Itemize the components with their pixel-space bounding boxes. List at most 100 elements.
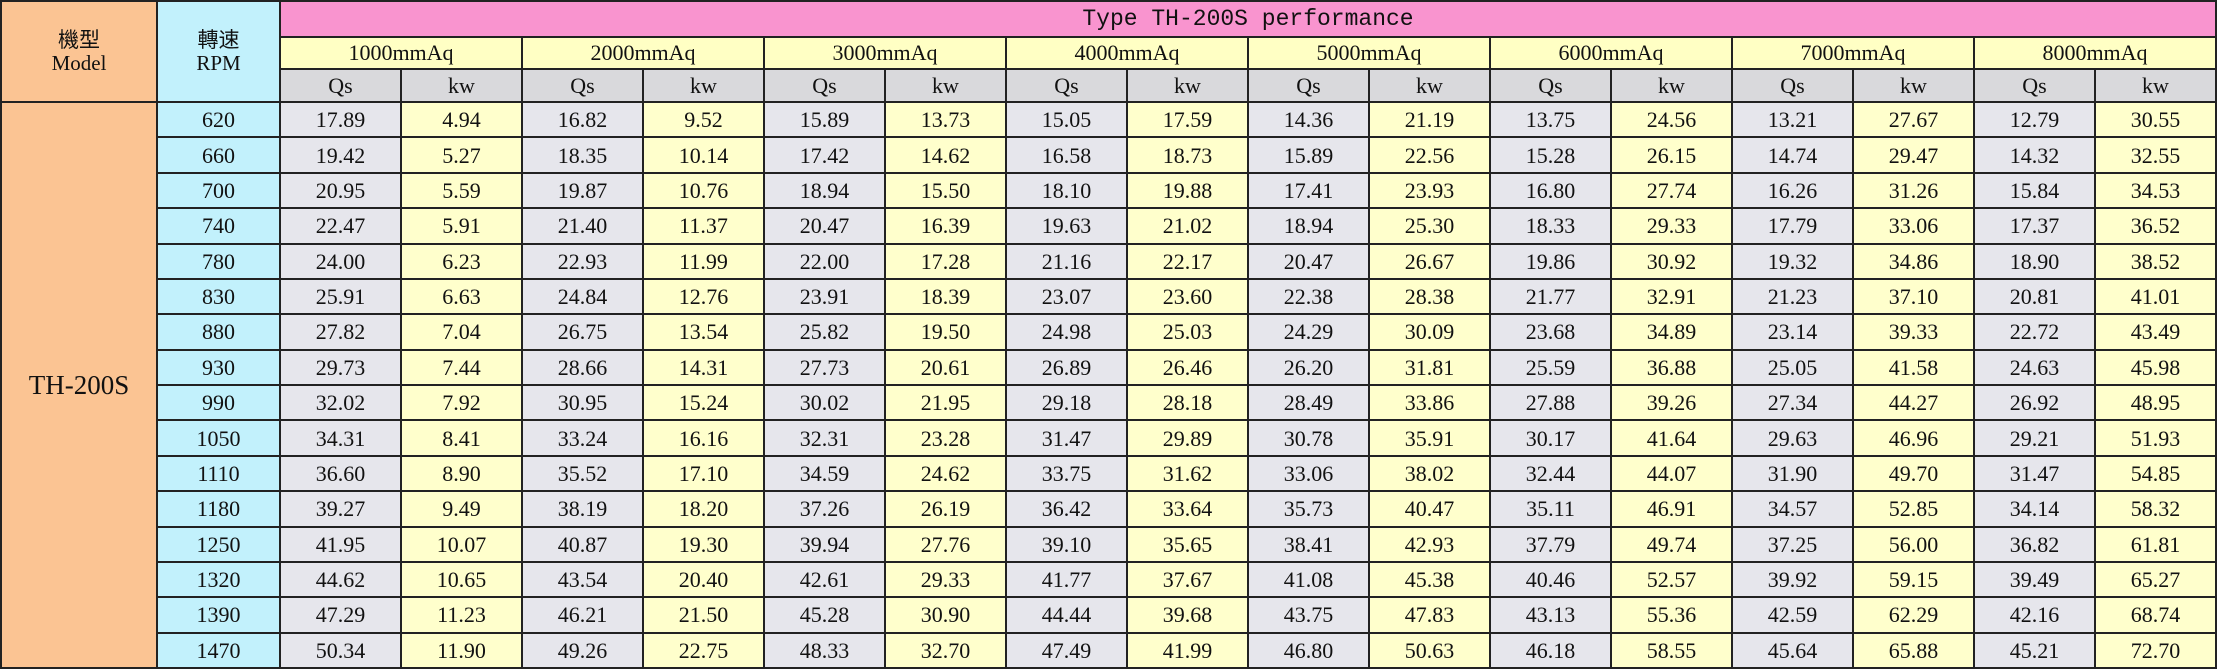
kw-cell: 18.20 (642, 490, 765, 528)
kw-cell: 30.92 (1610, 242, 1733, 280)
pressure-header: 7000mmAq (1731, 36, 1975, 70)
column-header: Qs (279, 68, 402, 103)
pressure-header: 2000mmAq (521, 36, 765, 70)
qs-cell: 39.49 (1973, 560, 2096, 599)
kw-cell: 41.99 (1126, 631, 1249, 669)
qs-cell: 33.24 (521, 419, 644, 457)
rpm-cell: 1110 (156, 454, 281, 493)
data-row: TH-200S 620 17.89 4.94 16.82 9.52 15.89 13.73 15… (0, 100, 2217, 669)
header-row: 1000mmAq 2000mmAq 3000mmAq 4000mmAq 5000mmAq… (1, 36, 2217, 70)
qs-cell: 32.02 (279, 383, 402, 422)
qs-cell: 14.36 (1247, 100, 1370, 139)
qs-cell: 29.73 (279, 348, 402, 387)
kw-cell: 29.33 (884, 560, 1007, 599)
pressure-header: 8000mmAq (1973, 36, 2217, 70)
kw-cell: 14.31 (642, 348, 765, 387)
column-header: Qs (763, 68, 886, 103)
qs-cell: 22.00 (763, 242, 886, 280)
qs-cell: 44.62 (279, 560, 402, 599)
qs-cell: 26.92 (1973, 383, 2096, 422)
qs-cell: 27.82 (279, 313, 402, 351)
qs-cell: 40.87 (521, 525, 644, 563)
kw-cell: 27.67 (1852, 100, 1975, 139)
rpm-cell: 1050 (156, 419, 281, 457)
qs-cell: 25.05 (1731, 348, 1854, 387)
qs-cell: 23.68 (1489, 313, 1612, 351)
qs-cell: 19.87 (521, 171, 644, 210)
qs-cell: 33.06 (1247, 454, 1370, 493)
qs-cell: 21.77 (1489, 277, 1612, 316)
model-cell: TH-200S (0, 101, 158, 669)
rpm-cell: 660 (156, 136, 281, 174)
kw-cell: 36.88 (1610, 348, 1733, 387)
qs-cell: 35.52 (521, 454, 644, 493)
kw-cell: 19.30 (642, 525, 765, 563)
kw-cell: 7.04 (400, 313, 523, 351)
kw-cell: 37.10 (1852, 277, 1975, 316)
qs-cell: 37.79 (1489, 525, 1612, 563)
kw-cell: 18.39 (884, 277, 1007, 316)
kw-cell: 36.52 (2094, 207, 2217, 245)
column-header: Qs (1973, 68, 2096, 103)
rpm-cell: 880 (156, 313, 281, 351)
rpm-cell: 1180 (156, 490, 281, 528)
qs-cell: 34.31 (279, 419, 402, 457)
kw-cell: 21.50 (642, 596, 765, 634)
qs-cell: 17.42 (763, 136, 886, 174)
qs-cell: 23.14 (1731, 313, 1854, 351)
kw-cell: 11.23 (400, 596, 523, 634)
pressure-header: 3000mmAq (763, 36, 1007, 70)
kw-cell: 44.07 (1610, 454, 1733, 493)
column-header: kw (642, 68, 765, 103)
kw-cell: 6.23 (400, 242, 523, 280)
kw-cell: 49.74 (1610, 525, 1733, 563)
kw-cell: 20.61 (884, 348, 1007, 387)
qs-cell: 22.47 (279, 207, 402, 245)
qs-cell: 26.89 (1005, 348, 1128, 387)
qs-cell: 13.21 (1731, 100, 1854, 139)
pressure-header: 4000mmAq (1005, 36, 1249, 70)
kw-cell: 21.95 (884, 383, 1007, 422)
kw-cell: 10.14 (642, 136, 765, 174)
pressure-header: 6000mmAq (1489, 36, 1733, 70)
qs-cell: 36.60 (279, 454, 402, 493)
qs-cell: 40.46 (1489, 560, 1612, 599)
kw-cell: 28.18 (1126, 383, 1249, 422)
kw-cell: 58.55 (1610, 631, 1733, 669)
kw-cell: 29.47 (1852, 136, 1975, 174)
kw-cell: 20.40 (642, 560, 765, 599)
kw-cell: 5.27 (400, 136, 523, 174)
qs-cell: 29.18 (1005, 383, 1128, 422)
rpm-cell: 930 (156, 348, 281, 387)
kw-cell: 52.85 (1852, 490, 1975, 528)
qs-cell: 48.33 (763, 631, 886, 669)
kw-cell: 32.91 (1610, 277, 1733, 316)
qs-cell: 33.75 (1005, 454, 1128, 493)
qs-cell: 49.26 (521, 631, 644, 669)
qs-cell: 47.29 (279, 596, 402, 634)
rpm-cell: 620 (156, 100, 281, 139)
kw-cell: 33.86 (1368, 383, 1491, 422)
qs-cell: 15.05 (1005, 100, 1128, 139)
column-header: kw (1368, 68, 1491, 103)
rpm-cell: 780 (156, 242, 281, 280)
kw-cell: 16.16 (642, 419, 765, 457)
kw-cell: 58.32 (2094, 490, 2217, 528)
kw-cell: 10.76 (642, 171, 765, 210)
kw-cell: 54.85 (2094, 454, 2217, 493)
qs-cell: 13.75 (1489, 100, 1612, 139)
kw-cell: 15.50 (884, 171, 1007, 210)
qs-cell: 21.23 (1731, 277, 1854, 316)
qs-cell: 24.63 (1973, 348, 2096, 387)
kw-cell: 65.27 (2094, 560, 2217, 599)
qs-cell: 19.86 (1489, 242, 1612, 280)
rpm-cell: 830 (156, 277, 281, 316)
qs-cell: 41.95 (279, 525, 402, 563)
qs-cell: 17.79 (1731, 207, 1854, 245)
qs-cell: 31.47 (1973, 454, 2096, 493)
qs-cell: 16.26 (1731, 171, 1854, 210)
qs-cell: 19.32 (1731, 242, 1854, 280)
qs-cell: 35.73 (1247, 490, 1370, 528)
rpm-cell: 990 (156, 383, 281, 422)
data-row: 1390 47.29 11.23 46.21 21.50 45.28 30.90 44.44 3… (1, 596, 2217, 634)
